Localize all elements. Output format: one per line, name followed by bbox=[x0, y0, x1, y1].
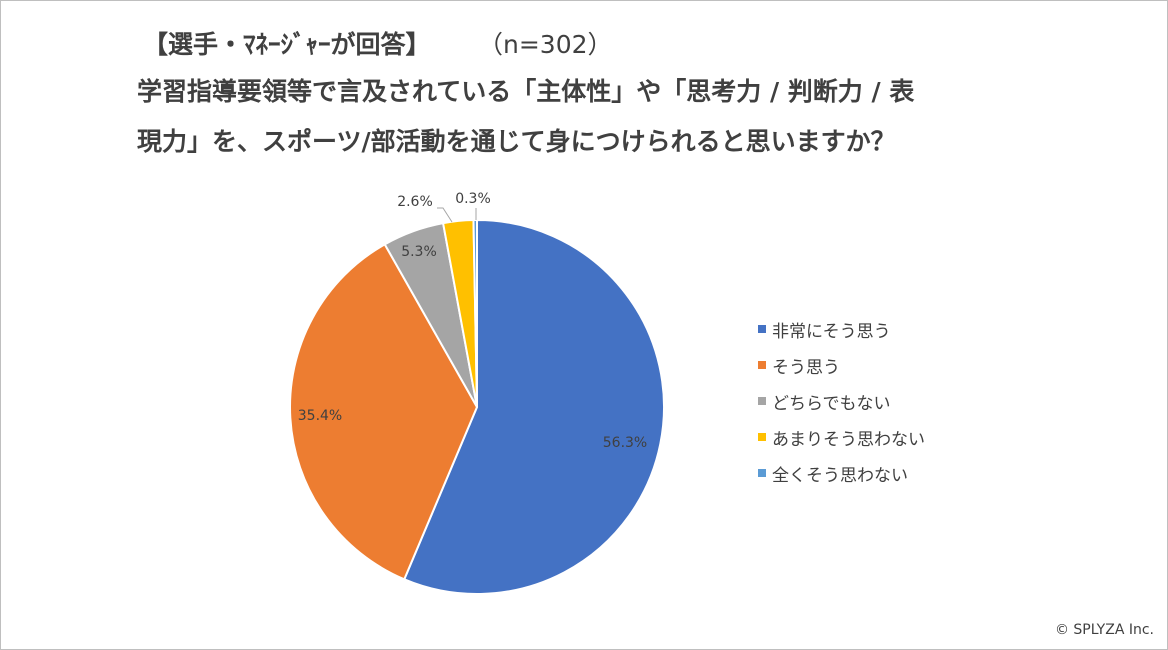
respondent-label: 【選手・ﾏﾈｰｼﾞｬｰが回答】 bbox=[143, 30, 431, 59]
legend-label: 非常にそう思う bbox=[772, 321, 891, 342]
legend-item: あまりそう思わない bbox=[758, 419, 925, 455]
data-label-4: 2.6% bbox=[397, 194, 433, 210]
legend-swatch bbox=[758, 361, 766, 369]
pie-slice-5 bbox=[472, 218, 478, 408]
legend-swatch bbox=[758, 397, 766, 405]
sample-size: （n=302） bbox=[490, 30, 613, 59]
question-line-2: 現力」を、スポーツ/部活動を通じて身につけられると思いますか？ bbox=[137, 127, 896, 156]
chart-legend: 非常にそう思う そう思うどちらでもないあまりそう思わない 全くそう思わない bbox=[758, 311, 925, 491]
legend-swatch bbox=[758, 325, 766, 333]
data-label-5: 0.3% bbox=[455, 191, 491, 207]
chart-title-respondent: 【選手・ﾏﾈｰｼﾞｬｰが回答】 （n=302） bbox=[143, 25, 613, 61]
data-label-3: 5.3% bbox=[401, 244, 437, 260]
legend-label: 全くそう思わない bbox=[772, 465, 908, 486]
legend-item: どちらでもない bbox=[758, 383, 925, 419]
copyright: © SPLYZA Inc. bbox=[1054, 622, 1154, 638]
data-label-1: 56.3% bbox=[603, 435, 647, 451]
legend-swatch bbox=[758, 433, 766, 441]
legend-item: 非常にそう思う bbox=[758, 311, 925, 347]
pie-slice-1 bbox=[402, 218, 665, 595]
legend-swatch bbox=[758, 469, 766, 477]
legend-label: どちらでもない bbox=[772, 393, 891, 414]
legend-label: そう思う bbox=[772, 357, 840, 378]
question-line-1: 学習指導要領等で言及されている「主体性」や「思考力 / 判断力 / 表 bbox=[137, 77, 915, 106]
pie-slice-2 bbox=[289, 242, 479, 581]
legend-label: あまりそう思わない bbox=[772, 429, 925, 450]
legend-item: 全くそう思わない bbox=[758, 455, 925, 491]
leader-line-2 bbox=[437, 207, 453, 223]
data-label-2: 35.4% bbox=[298, 408, 342, 424]
legend-item: そう思う bbox=[758, 347, 925, 383]
